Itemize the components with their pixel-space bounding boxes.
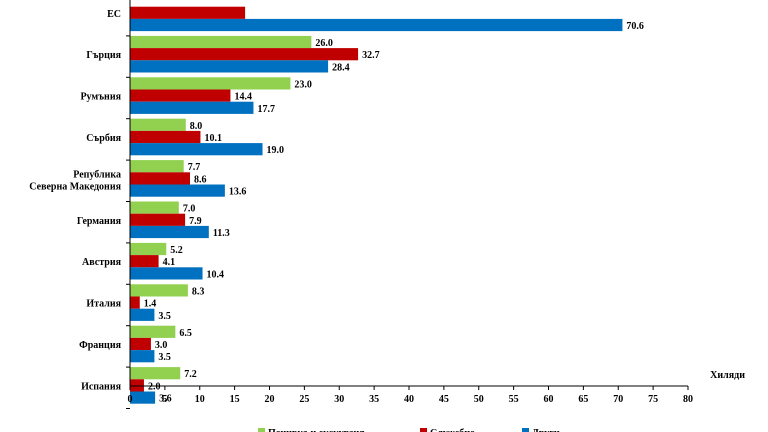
bar-0-5 [130,201,179,214]
labels-layer: 70.6 ЕС 26.0 32.7 28.4 Гърция 23.0 14.4 17.7 Румъ… [29,9,644,405]
bar-1-0 [130,6,246,19]
bar-0-9 [130,367,181,380]
bar-1-1 [130,48,359,61]
bar-0-1 [130,35,312,49]
data-label: 8.3 [192,286,205,297]
bars-layer [130,6,623,404]
x-tick-label: 80 [683,394,693,405]
x-tick-label: 70 [613,394,623,405]
bar-2-7 [130,308,155,321]
bar-1-9 [130,379,144,392]
bar-1-6 [130,255,159,268]
x-tick-label: 55 [509,394,519,405]
bar-0-8 [130,325,176,338]
legend-label: Служебно [430,428,475,432]
x-tick-label: 15 [230,394,240,405]
bar-2-3 [130,143,263,156]
x-tick-label: 65 [578,394,588,405]
data-label: 26.0 [315,38,333,49]
bar-1-4 [130,172,190,185]
x-tick-label: 10 [195,394,205,405]
bar-0-4 [130,160,184,173]
bar-2-8 [130,350,155,363]
legend-label: Други [532,428,560,432]
x-tick-label: 20 [265,394,275,405]
data-label: 3.6 [159,394,172,405]
category-label: Франция [79,340,121,351]
bar-1-7 [130,296,140,309]
bar-0-3 [130,118,186,131]
data-label: 2.0 [148,381,161,392]
data-label: 5.2 [170,245,183,256]
bar-2-9 [130,391,156,404]
category-label: Австрия [82,257,122,268]
legend-label: Почивка и екскурзия [268,428,365,432]
category-label-line: Република [73,169,121,180]
x-tick-label: 45 [439,394,449,405]
legend-swatch [258,428,265,432]
bar-0-7 [130,284,188,297]
data-label: 8.0 [190,121,203,132]
bar-0-2 [130,77,291,90]
bar-2-5 [130,225,209,239]
data-label: 10.4 [207,269,225,280]
bar-1-3 [130,130,201,144]
data-label: 70.6 [626,21,644,32]
category-label: Гърция [86,50,121,61]
bar-2-1 [130,60,329,73]
category-label: Италия [86,299,121,310]
data-label: 32.7 [362,50,380,61]
data-label: 3.5 [158,311,171,322]
data-label: 23.0 [294,79,312,90]
bar-0-6 [130,242,167,256]
data-label: 19.0 [267,145,285,156]
bar-1-5 [130,213,186,226]
x-tick-label: 50 [474,394,484,405]
x-tick-label: 0 [128,394,133,405]
data-label: 17.7 [257,104,275,115]
bar-1-8 [130,337,151,351]
category-label: Сърбия [86,133,121,144]
x-tick-label: 35 [369,394,379,405]
legend-swatch [522,428,529,432]
category-label: Румъния [80,92,121,103]
category-label: ЕС [107,9,121,20]
data-label: 10.1 [204,133,222,144]
data-label: 7.7 [188,162,201,173]
x-tick-label: 40 [404,394,414,405]
x-tick-label: 75 [648,394,658,405]
data-label: 6.5 [179,328,192,339]
legend: Почивка и екскурзия Служебно Други [258,428,560,432]
data-label: 7.2 [184,369,197,380]
x-axis: 0 5 10 15 20 25 30 35 40 45 50 55 60 65 70 75 80 [126,0,693,409]
data-label: 11.3 [213,228,230,239]
data-label: 3.5 [158,352,171,363]
category-label-line: Северна Македония [29,181,121,192]
x-tick-label: 25 [299,394,309,405]
data-label: 7.0 [183,204,196,215]
bar-1-2 [130,89,231,102]
bar-2-6 [130,267,203,280]
legend-swatch [420,428,427,432]
x-tick-label: 60 [544,394,554,405]
data-label: 8.6 [194,174,207,185]
category-label: Република Северна Македония [29,169,121,192]
bar-2-0 [130,18,623,32]
data-label: 4.1 [163,257,176,268]
data-label: 13.6 [229,187,247,198]
category-label: Германия [77,216,122,227]
data-label: 1.4 [144,299,157,310]
x-tick-label: 5 [162,394,167,405]
category-label: Испания [81,381,122,392]
data-label: 7.9 [189,216,202,227]
data-label: 28.4 [332,62,350,73]
x-tick-label: 30 [334,394,344,405]
bar-2-4 [130,184,225,197]
x-axis-title: Хиляди [710,370,745,381]
data-label: 14.4 [234,92,252,103]
bar-2-2 [130,101,254,114]
data-label: 3.0 [155,340,168,351]
